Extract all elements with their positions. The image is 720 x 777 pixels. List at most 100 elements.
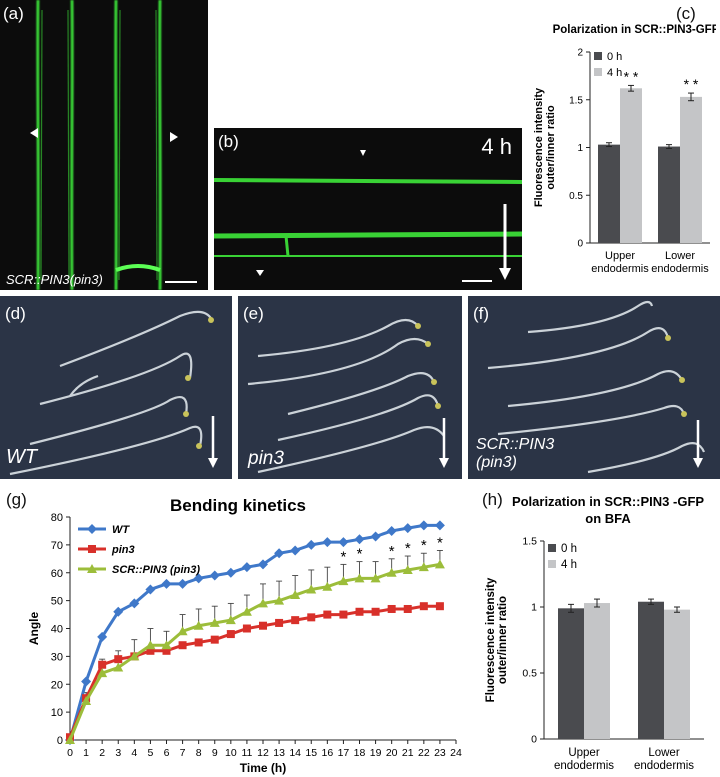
genotype-caption-f-line2: (pin3)	[476, 454, 517, 471]
significance-marker: *	[437, 534, 443, 551]
seedling	[247, 337, 429, 386]
x-tick-label: 9	[212, 747, 218, 759]
panel-label-d: (d)	[5, 304, 26, 323]
seedling	[39, 352, 193, 406]
y-axis-label: Angle	[27, 612, 41, 646]
data-point	[113, 606, 124, 617]
data-point	[193, 620, 204, 630]
data-point	[97, 631, 108, 642]
data-point	[435, 602, 444, 611]
legend-label: SCR::PIN3 (pin3)	[112, 564, 200, 576]
x-tick-label: 13	[273, 747, 285, 759]
y-axis-label: outer/inner ratio	[545, 105, 557, 190]
data-point	[355, 607, 364, 616]
x-tick-label: 24	[450, 747, 462, 759]
data-point	[81, 695, 92, 705]
series-line	[68, 523, 440, 741]
panel-b-gfp-image	[214, 150, 522, 282]
x-tick-label: 19	[370, 747, 382, 759]
legend-swatch	[594, 52, 602, 60]
legend-label: WT	[112, 524, 130, 536]
data-point	[339, 610, 348, 619]
panel-f-seedlings: (f) SCR::PIN3 (pin3)	[468, 296, 720, 479]
data-point	[354, 573, 365, 583]
arrowhead-marker	[360, 150, 366, 156]
y-tick-label: 0	[577, 239, 583, 250]
y-tick-label: 50	[51, 596, 63, 608]
x-tick-label: 16	[321, 747, 333, 759]
data-point	[258, 559, 268, 570]
data-point	[178, 641, 187, 650]
genotype-caption-a: SCR::PIN3(pin3)	[6, 272, 103, 287]
seedling	[507, 369, 683, 408]
panel-label-h: (h)	[482, 490, 503, 509]
bar	[620, 88, 642, 243]
y-axis-label: outer/inner ratio	[497, 596, 509, 684]
bar	[680, 96, 702, 243]
legend-swatch	[548, 560, 556, 568]
cell-wall-line	[70, 0, 74, 290]
data-point	[81, 676, 92, 687]
seedling	[59, 310, 213, 368]
seedling	[257, 425, 445, 474]
x-category-label: endodermis	[554, 760, 614, 772]
panel-d-image	[9, 310, 218, 476]
data-point	[323, 610, 332, 619]
y-tick-label: 20	[51, 679, 63, 691]
data-point	[241, 606, 252, 616]
panel-label-c: (c)	[676, 4, 696, 23]
seedling	[497, 404, 686, 436]
y-tick-label: 10	[51, 707, 63, 719]
data-point	[225, 615, 236, 625]
data-point	[338, 576, 349, 586]
y-tick-label: 1.5	[522, 536, 537, 548]
data-point	[306, 584, 317, 594]
data-point	[97, 668, 108, 678]
y-tick-label: 0	[531, 734, 537, 746]
x-tick-label: 23	[434, 747, 446, 759]
data-point	[259, 621, 267, 630]
cell-wall-line	[36, 0, 40, 290]
y-tick-label: 0	[57, 735, 63, 747]
x-tick-label: 6	[164, 747, 170, 759]
x-category-label: Upper	[605, 250, 635, 262]
significance-marker: *	[340, 548, 346, 565]
x-category-label: endodermis	[591, 263, 649, 275]
data-point	[258, 598, 268, 608]
x-tick-label: 12	[257, 747, 269, 759]
data-point	[146, 646, 155, 655]
arrowhead-marker	[170, 132, 178, 142]
panel-label-g: (g)	[6, 490, 27, 509]
x-tick-label: 0	[67, 747, 73, 759]
cell-wall-line	[214, 231, 522, 239]
data-point	[275, 618, 284, 627]
data-point	[370, 531, 381, 542]
data-point	[129, 651, 140, 661]
x-tick-label: 4	[131, 747, 137, 759]
x-category-label: endodermis	[634, 760, 694, 772]
data-point	[177, 578, 188, 589]
data-point	[210, 635, 219, 644]
x-tick-label: 5	[147, 747, 153, 759]
y-tick-label: 30	[51, 651, 63, 663]
data-point	[386, 525, 397, 536]
data-point	[386, 567, 397, 577]
seedling	[287, 371, 436, 416]
panel-label-e: (e)	[243, 304, 264, 323]
x-category-label: Upper	[568, 747, 599, 759]
data-point	[370, 573, 381, 583]
data-point	[418, 520, 429, 531]
y-tick-label: 2	[577, 48, 583, 59]
x-tick-label: 10	[225, 747, 237, 759]
data-point	[193, 573, 204, 584]
data-point	[290, 545, 301, 556]
y-tick-label: 60	[51, 568, 63, 580]
data-point	[114, 655, 123, 664]
bar	[664, 609, 690, 739]
legend-marker	[87, 564, 97, 573]
data-point	[402, 523, 413, 534]
significance-marker: *	[357, 546, 363, 563]
data-point	[145, 584, 156, 595]
data-point	[322, 537, 333, 548]
